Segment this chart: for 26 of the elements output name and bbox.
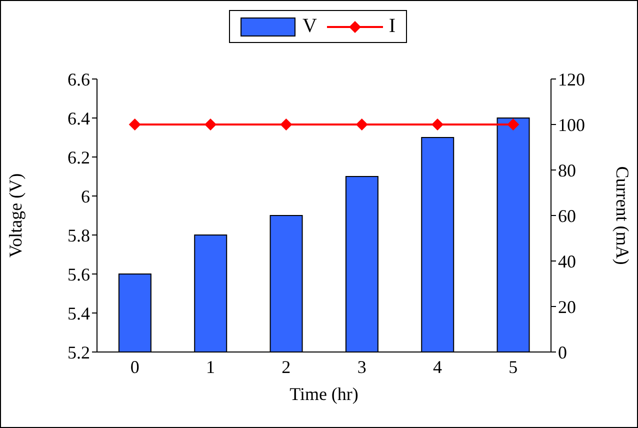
x-tick-label: 0 xyxy=(130,356,140,377)
x-tick-label: 5 xyxy=(508,356,518,377)
y2-tick-label: 20 xyxy=(558,296,576,317)
y2-tick-label: 80 xyxy=(558,160,576,180)
y-axis-title: Voltage (V) xyxy=(5,173,26,258)
legend-label: I xyxy=(388,15,396,38)
y-tick-label: 6.2 xyxy=(68,147,90,168)
y2-axis-title: Current (mA) xyxy=(612,166,633,265)
y-tick-label: 6.6 xyxy=(68,69,90,90)
x-tick-label: 3 xyxy=(357,356,366,377)
y2-tick-label: 120 xyxy=(558,69,585,90)
x-tick-label: 1 xyxy=(206,356,215,377)
y-tick-label: 5.8 xyxy=(68,225,90,246)
x-axis-title: Time (hr) xyxy=(290,384,358,404)
y-tick-label: 5.2 xyxy=(68,342,90,362)
y-tick-label: 6 xyxy=(81,186,90,206)
x-tick-label: 4 xyxy=(433,356,442,377)
y-tick-label: 5.6 xyxy=(68,264,90,284)
y2-tick-label: 100 xyxy=(558,114,585,135)
y2-tick-label: 60 xyxy=(558,206,576,226)
legend-label: V xyxy=(302,15,317,38)
y-tick-label: 6.4 xyxy=(68,108,90,128)
y-tick-label: 5.4 xyxy=(68,303,90,324)
x-tick-label: 2 xyxy=(282,356,291,377)
y2-tick-label: 40 xyxy=(558,251,576,272)
y2-tick-label: 0 xyxy=(558,342,567,362)
